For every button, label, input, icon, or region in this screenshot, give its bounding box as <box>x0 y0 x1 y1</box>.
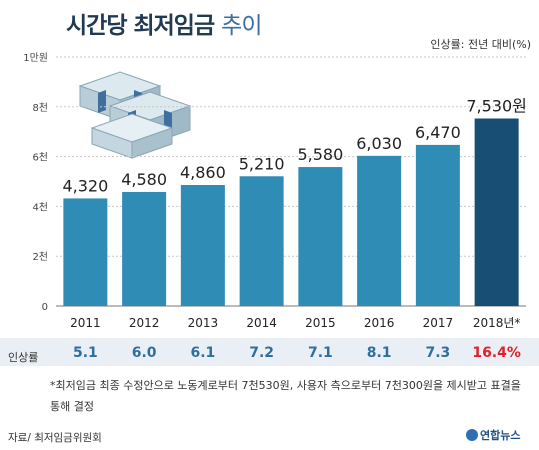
bar-2015 <box>298 167 343 306</box>
y-tick-label: 2천 <box>32 251 48 263</box>
rate-value: 7.1 <box>307 345 333 361</box>
bar-2012 <box>122 191 167 306</box>
x-tick-label: 2013 <box>188 316 219 330</box>
x-tick-label: 2016 <box>364 316 395 330</box>
source-note: 자료/ 최저임금위원회 <box>8 432 102 444</box>
logo-mark-icon <box>466 429 478 441</box>
x-tick-label: 2011 <box>70 316 101 330</box>
bar-value-label: 6,470 <box>415 123 461 142</box>
rate-unit-label: 인상률: 전년 대비(%) <box>430 38 531 51</box>
title-main: 시간당 최저임금 <box>66 13 215 39</box>
bar-2011 <box>63 198 108 306</box>
logo-text: 연합뉴스 <box>480 429 521 442</box>
rate-value: 8.1 <box>366 345 392 361</box>
rate-value: 6.1 <box>190 345 216 361</box>
bar-chart: 0 2천 4천 6천 8천 1만원 4,320 4,580 4,860 5,210 5,580 6,… <box>23 52 527 330</box>
y-tick-label: 1만원 <box>23 52 48 64</box>
y-tick-label: 8천 <box>32 102 48 114</box>
bar-value-label: 4,580 <box>121 170 167 189</box>
rate-value: 7.3 <box>425 345 451 361</box>
x-tick-label: 2017 <box>423 316 454 330</box>
bar-value-label: 5,210 <box>239 154 285 173</box>
bar-2018 <box>474 118 519 307</box>
x-tick-label: 2012 <box>129 316 160 330</box>
y-tick-label: 0 <box>42 302 48 313</box>
bar-value-label: 4,860 <box>180 163 226 182</box>
money-illustration <box>78 71 192 159</box>
bar-value-label: 6,030 <box>356 134 402 153</box>
bar-2016 <box>357 155 402 306</box>
yonhap-logo: 연합뉴스 <box>466 427 520 443</box>
bar-2014 <box>239 176 284 306</box>
bar-value-label: 4,320 <box>62 176 108 195</box>
bar-2017 <box>415 144 460 306</box>
rate-row-band <box>0 338 539 366</box>
rate-row-label: 인상률 <box>8 351 39 364</box>
x-tick-label: 2015 <box>305 316 336 330</box>
bar-2013 <box>180 184 225 306</box>
page-title: 시간당 최저임금 추이 <box>66 6 262 40</box>
rate-value: 6.0 <box>131 345 157 361</box>
rate-value: 5.1 <box>72 345 98 361</box>
x-tick-label: 2014 <box>246 316 277 330</box>
title-sub: 추이 <box>221 13 262 39</box>
bar-value-label: 7,530원 <box>466 97 527 116</box>
footnote: *최저임금 최종 수정안으로 노동계로부터 7천530원, 사용자 측으로부터 … <box>50 379 521 413</box>
rate-value: 16.4% <box>472 345 521 361</box>
rate-value: 7.2 <box>249 345 275 361</box>
x-tick-label: 2018년* <box>473 316 521 330</box>
bar-value-label: 5,580 <box>297 145 343 164</box>
y-tick-label: 4천 <box>32 201 48 213</box>
y-tick-label: 6천 <box>32 152 48 164</box>
